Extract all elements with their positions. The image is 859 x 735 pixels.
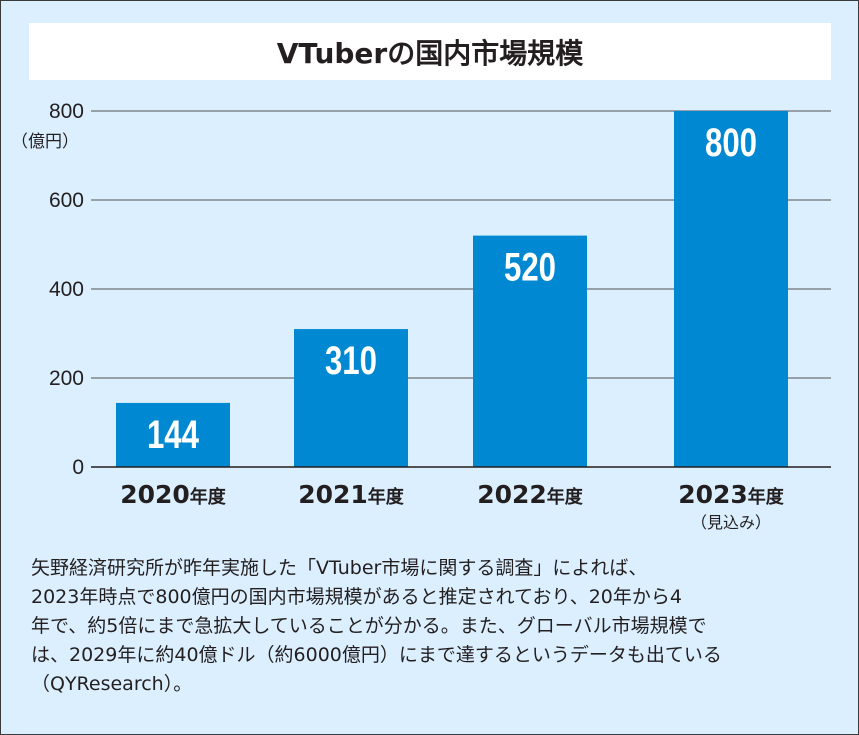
x-tick-suffix: 年度	[748, 486, 785, 508]
y-axis-unit: （億円）	[11, 132, 79, 152]
caption-line: は、2029年に約40億ドル（約6000億円）にまで達するというデータも出ている	[31, 644, 722, 666]
bar	[116, 402, 230, 467]
bar-value-label: 800	[705, 120, 757, 165]
caption-line: 2023年時点で800億円の国内市場規模があると推定されており、20年から4	[31, 586, 682, 608]
bar-value-label: 144	[147, 412, 199, 457]
caption-line: 矢野経済研究所が昨年実施した「VTuber市場に関する調査」によれば、	[31, 557, 648, 579]
y-axis-ticks: 0 200 400 600 800	[49, 100, 84, 479]
x-tick-year: 2023	[678, 480, 748, 509]
title-box: VTuberの国内市場規模	[29, 23, 831, 80]
bars: 144 310 520 800	[116, 111, 788, 467]
x-tick-suffix: 年度	[547, 486, 584, 508]
x-tick-label: 2020年度	[120, 480, 227, 509]
y-tick-label: 400	[49, 278, 84, 301]
bar	[674, 111, 788, 467]
y-tick-label: 200	[49, 367, 84, 390]
bar-value-label: 310	[325, 338, 377, 383]
x-tick-year: 2021	[298, 480, 368, 509]
bar	[473, 235, 587, 467]
x-tick-label: 2022年度	[477, 480, 584, 509]
x-axis-labels: 2020年度 2021年度 2022年度 2023年度（見込み）	[120, 480, 785, 532]
y-tick-label: 800	[49, 100, 84, 123]
bar-value-label: 520	[504, 245, 556, 290]
caption-line: （QYResearch）。	[31, 673, 193, 695]
caption-line: 年で、約5倍にまで急拡大していることが分かる。また、グローバル市場規模で	[31, 615, 707, 637]
x-tick-suffix: 年度	[190, 486, 227, 508]
x-tick-suffix: 年度	[368, 486, 405, 508]
caption: 矢野経済研究所が昨年実施した「VTuber市場に関する調査」によれば、 2023…	[31, 554, 831, 699]
x-tick-year: 2022	[477, 480, 547, 509]
y-tick-label: 0	[72, 456, 84, 479]
bar	[294, 329, 408, 467]
x-tick-year: 2020	[120, 480, 190, 509]
y-tick-label: 600	[49, 189, 84, 212]
x-tick-note: （見込み）	[691, 513, 771, 532]
x-tick-label: 2021年度	[298, 480, 405, 509]
x-tick-label: 2023年度	[678, 480, 785, 509]
chart-title: VTuberの国内市場規模	[276, 36, 584, 70]
